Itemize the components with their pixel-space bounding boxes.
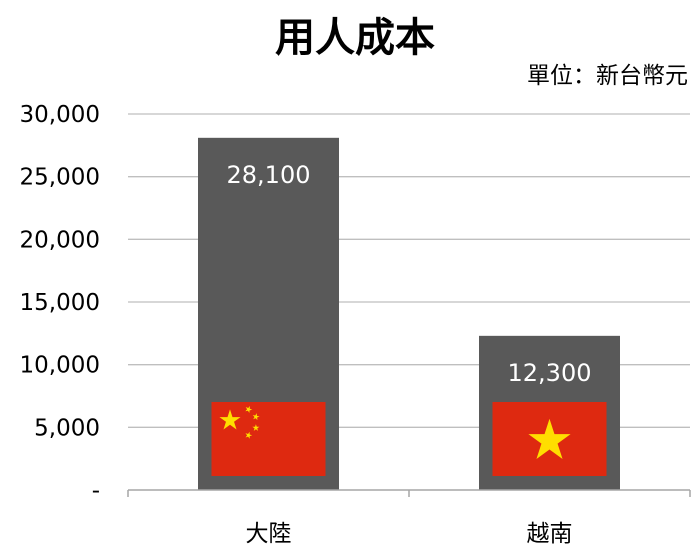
y-tick-label: 5,000 (34, 415, 100, 441)
y-tick-label: 10,000 (20, 353, 100, 379)
star-icon (528, 418, 571, 459)
star-icon (245, 431, 253, 439)
star-icon (252, 413, 260, 421)
y-tick-label: 30,000 (20, 102, 100, 128)
vietnam-flag-icon (492, 402, 607, 476)
star-icon (252, 424, 260, 431)
y-tick-label: 15,000 (20, 290, 100, 316)
china-flag-icon (211, 402, 326, 476)
category-label: 越南 (527, 521, 573, 547)
y-tick-label: 20,000 (20, 227, 100, 253)
star-icon (219, 409, 241, 430)
y-axis-ticks: - 5,000 10,000 15,000 20,000 25,000 30,000 (20, 102, 100, 504)
category-label: 大陸 (246, 521, 292, 547)
data-label: 28,100 (227, 161, 311, 189)
star-icon (245, 405, 253, 413)
flag-field (211, 402, 326, 476)
y-tick-label: - (92, 478, 100, 504)
y-tick-label: 25,000 (20, 165, 100, 191)
chart-title: 用人成本 (275, 15, 435, 61)
data-label: 12,300 (508, 359, 592, 387)
data-labels: 28,100 12,300 (227, 161, 592, 387)
flags (211, 402, 607, 476)
x-axis (127, 489, 691, 497)
category-labels: 大陸 越南 (246, 521, 573, 547)
unit-label: 單位：新台幣元 (527, 63, 688, 89)
